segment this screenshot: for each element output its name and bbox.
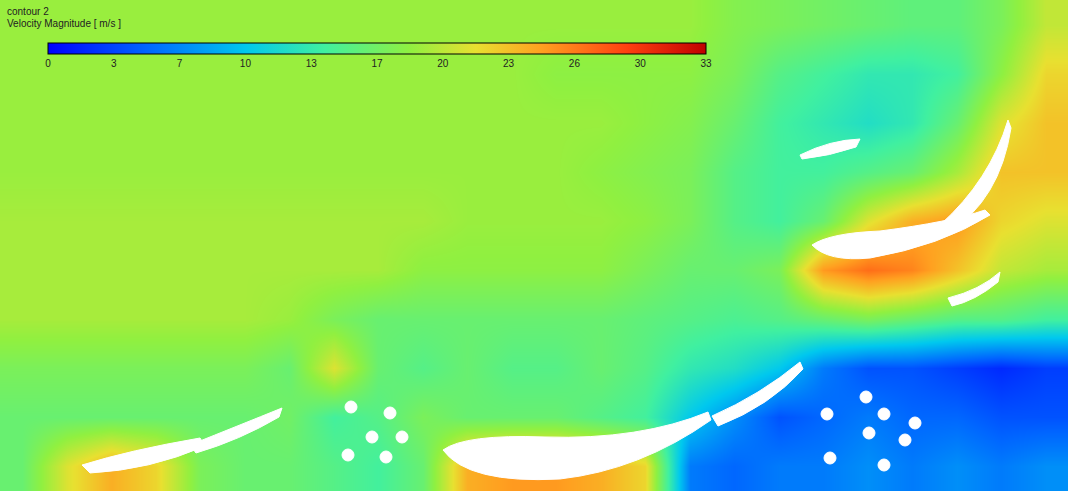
svg-text:10: 10 bbox=[240, 58, 252, 69]
svg-text:30: 30 bbox=[635, 58, 647, 69]
svg-text:3: 3 bbox=[111, 58, 117, 69]
svg-text:0: 0 bbox=[45, 58, 51, 69]
svg-text:26: 26 bbox=[569, 58, 581, 69]
svg-text:7: 7 bbox=[177, 58, 183, 69]
svg-text:20: 20 bbox=[437, 58, 449, 69]
svg-text:contour 2: contour 2 bbox=[7, 6, 49, 17]
svg-text:33: 33 bbox=[700, 58, 712, 69]
svg-text:13: 13 bbox=[306, 58, 318, 69]
svg-text:Velocity Magnitude [ m/s ]: Velocity Magnitude [ m/s ] bbox=[7, 18, 121, 29]
svg-text:17: 17 bbox=[371, 58, 383, 69]
svg-text:23: 23 bbox=[503, 58, 515, 69]
